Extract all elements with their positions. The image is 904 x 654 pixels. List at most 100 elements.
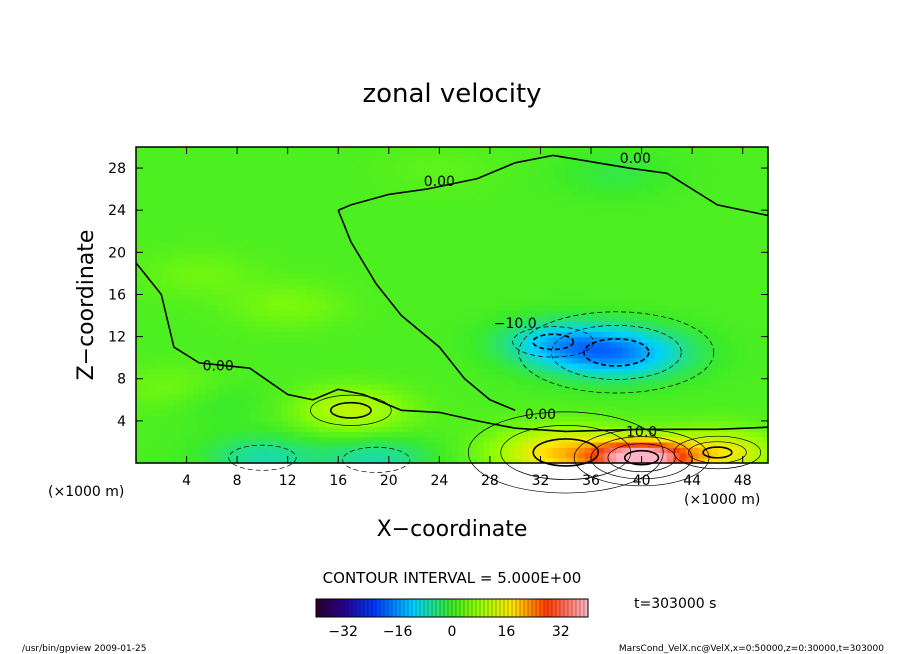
field-cell [161, 405, 169, 411]
field-cell [597, 347, 605, 353]
field-cell [559, 231, 567, 238]
field-cell [136, 457, 143, 464]
field-cell [395, 426, 403, 432]
field-cell [350, 189, 358, 195]
field-cell [565, 189, 573, 195]
field-cell [489, 362, 497, 369]
field-cell [407, 241, 415, 248]
field-cell [287, 336, 295, 343]
field-cell [572, 389, 579, 396]
field-cell [218, 299, 226, 306]
field-cell [376, 247, 384, 253]
field-cell [180, 373, 188, 380]
field-cell [527, 236, 535, 243]
field-cell [641, 299, 649, 306]
field-cell [445, 299, 453, 306]
field-cell [300, 352, 308, 359]
field-cell [344, 220, 352, 227]
field-cell [584, 247, 592, 253]
field-cell [230, 147, 238, 153]
field-cell [325, 331, 333, 338]
field-cell [256, 220, 263, 227]
field-cell [243, 241, 251, 248]
field-cell [180, 236, 188, 243]
field-cell [553, 310, 561, 317]
field-cell [325, 183, 333, 190]
field-cell [584, 252, 592, 259]
field-cell [211, 305, 219, 311]
field-cell [616, 278, 624, 285]
field-cell [243, 278, 251, 285]
field-cell [350, 384, 358, 390]
field-cell [186, 426, 194, 432]
field-cell [426, 426, 434, 432]
field-cell [142, 299, 150, 306]
field-cell [218, 152, 226, 159]
field-cell [161, 241, 169, 248]
field-cell [376, 289, 384, 296]
field-cell [369, 236, 377, 243]
field-cell [312, 289, 320, 296]
field-cell [338, 157, 346, 164]
field-cell [211, 420, 219, 427]
field-cell [218, 215, 226, 222]
field-cell [281, 457, 289, 464]
field-cell [312, 447, 320, 454]
field-cell [603, 436, 611, 443]
field-cell [306, 147, 314, 153]
field-cell [647, 431, 655, 438]
field-cell [628, 168, 636, 174]
field-cell [180, 399, 188, 406]
field-cell [312, 162, 320, 169]
field-cell [262, 289, 270, 296]
field-cell [502, 299, 510, 306]
field-cell [565, 326, 573, 332]
field-cell [369, 252, 377, 259]
field-cell [363, 336, 371, 343]
field-cell [553, 441, 561, 448]
field-cell [249, 336, 257, 343]
field-cell [287, 320, 295, 327]
field-cell [420, 215, 428, 222]
field-cell [388, 157, 396, 164]
field-cell [654, 415, 662, 422]
field-cell [363, 226, 371, 232]
field-cell [572, 247, 579, 253]
field-cell [641, 357, 649, 364]
field-cell [268, 341, 276, 348]
field-cell [445, 426, 453, 432]
field-cell [603, 452, 611, 459]
field-cell [319, 268, 327, 274]
field-cell [331, 362, 339, 369]
field-cell [268, 457, 276, 464]
field-cell [635, 347, 643, 353]
field-cell [641, 294, 649, 301]
field-cell [357, 147, 365, 153]
field-cell [610, 426, 617, 432]
field-cell [357, 368, 365, 375]
field-cell [382, 199, 390, 206]
field-cell [173, 162, 181, 169]
field-cell [161, 415, 169, 422]
field-cell [287, 415, 295, 422]
field-cell [154, 415, 162, 422]
field-cell [559, 173, 567, 180]
field-cell [439, 384, 447, 390]
field-cell [527, 410, 535, 417]
field-cell [407, 199, 415, 206]
field-cell [591, 220, 598, 227]
field-cell [319, 241, 327, 248]
field-cell [382, 320, 390, 327]
field-cell [306, 231, 314, 238]
field-cell [338, 362, 346, 369]
field-cell [211, 331, 219, 338]
field-cell [199, 336, 207, 343]
field-cell [148, 257, 156, 264]
field-cell [578, 357, 586, 364]
field-cell [357, 362, 365, 369]
field-cell [470, 247, 478, 253]
field-cell [654, 399, 662, 406]
field-cell [477, 173, 485, 180]
field-cell [597, 178, 605, 185]
field-cell [243, 368, 251, 375]
